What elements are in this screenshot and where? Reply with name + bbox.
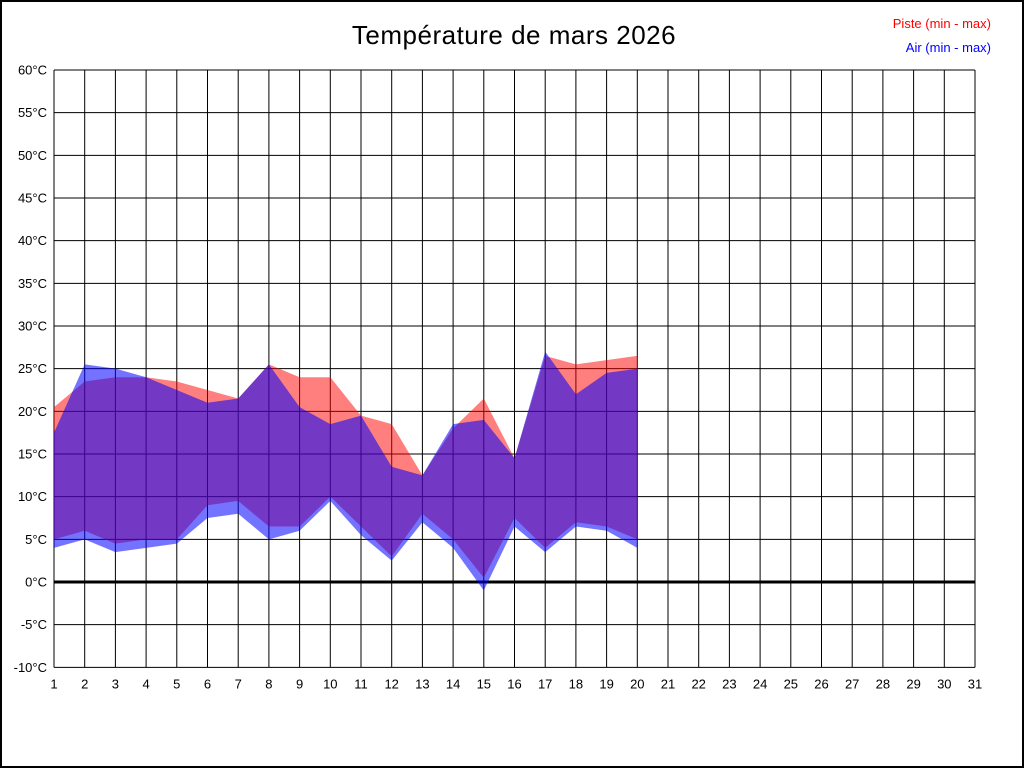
legend-piste: Piste (min - max): [892, 16, 991, 31]
band-air: [54, 351, 638, 591]
x-tick-label: 28: [876, 676, 890, 691]
x-tick-label: 21: [661, 676, 675, 691]
x-tick-label: 31: [968, 676, 982, 691]
x-tick-label: 1: [50, 676, 57, 691]
x-tick-label: 14: [446, 676, 460, 691]
x-tick-label: 11: [354, 676, 368, 691]
x-tick-label: 24: [753, 676, 767, 691]
x-tick-label: 30: [937, 676, 951, 691]
y-tick-label: 15°C: [18, 447, 47, 462]
chart-legend: Piste (min - max) Air (min - max): [893, 12, 991, 60]
x-tick-label: 3: [112, 676, 119, 691]
y-tick-label: 50°C: [18, 148, 47, 163]
x-tick-label: 16: [507, 676, 521, 691]
x-tick-label: 9: [296, 676, 303, 691]
y-tick-label: 35°C: [18, 276, 47, 291]
x-tick-label: 13: [415, 676, 429, 691]
x-tick-label: 6: [204, 676, 211, 691]
y-tick-label: 10°C: [18, 489, 47, 504]
x-tick-label: 7: [235, 676, 242, 691]
legend-air: Air (min - max): [905, 40, 991, 55]
x-tick-label: 25: [784, 676, 798, 691]
x-tick-label: 5: [173, 676, 180, 691]
x-tick-label: 12: [384, 676, 398, 691]
x-tick-label: 23: [722, 676, 736, 691]
x-tick-label: 15: [477, 676, 491, 691]
x-tick-label: 26: [814, 676, 828, 691]
x-tick-label: 10: [323, 676, 337, 691]
x-tick-label: 29: [906, 676, 920, 691]
y-tick-label: 0°C: [25, 575, 47, 590]
x-tick-label: 27: [845, 676, 859, 691]
y-tick-label: 20°C: [18, 404, 47, 419]
x-tick-label: 2: [81, 676, 88, 691]
x-tick-label: 22: [691, 676, 705, 691]
chart-title: Température de mars 2026: [351, 20, 677, 50]
x-tick-label: 4: [142, 676, 149, 691]
y-tick-label: 45°C: [18, 191, 47, 206]
y-tick-label: 5°C: [25, 532, 47, 547]
x-tick-label: 17: [538, 676, 552, 691]
y-tick-label: -5°C: [21, 617, 47, 632]
x-tick-label: 19: [599, 676, 613, 691]
y-tick-label: -10°C: [14, 660, 47, 675]
x-tick-label: 8: [265, 676, 272, 691]
x-tick-label: 18: [569, 676, 583, 691]
y-tick-label: 60°C: [18, 63, 47, 78]
x-tick-label: 20: [630, 676, 644, 691]
y-tick-label: 40°C: [18, 233, 47, 248]
y-tick-label: 30°C: [18, 319, 47, 334]
y-tick-label: 25°C: [18, 361, 47, 376]
y-tick-label: 55°C: [18, 105, 47, 120]
